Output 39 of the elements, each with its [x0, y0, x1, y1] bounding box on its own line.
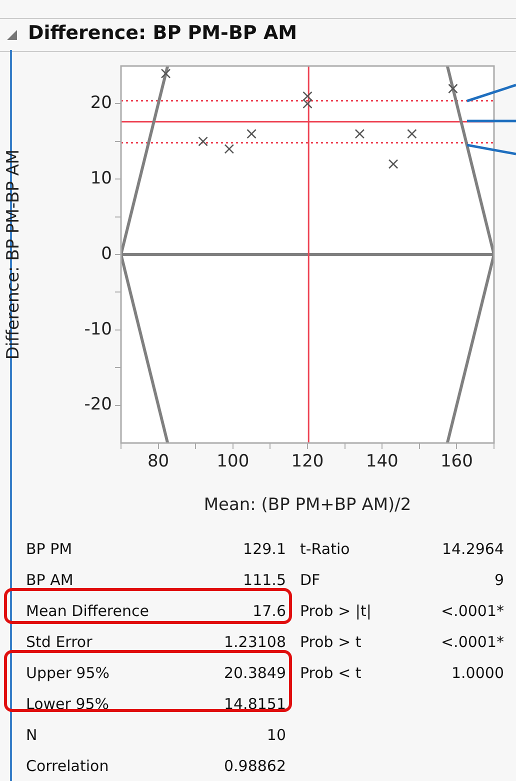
y-tick-label: 20 — [90, 93, 112, 114]
text: Correlation — [26, 756, 110, 777]
text: <.0001* — [440, 601, 504, 622]
text: 20.3849 — [222, 663, 286, 684]
text: 129.1 — [242, 539, 286, 560]
text: 111.5 — [242, 570, 286, 591]
text: 9 — [493, 570, 504, 591]
text: Std Error — [26, 632, 94, 653]
text: 1.23108 — [222, 632, 286, 653]
text: Prob > |t| — [300, 601, 372, 622]
text: Prob > t — [300, 632, 362, 653]
x-tick-label: 120 — [291, 452, 324, 472]
y-tick-label: 0 — [101, 244, 112, 264]
text: Prob < t — [300, 663, 362, 684]
text: 14.2964 — [440, 539, 504, 560]
text: DF — [300, 570, 322, 591]
text: N — [26, 725, 38, 746]
y-tick-label: -10 — [84, 319, 112, 340]
y-tick-label: 10 — [90, 168, 112, 189]
text: 17.6 — [252, 601, 286, 622]
text: Upper 95% — [26, 663, 111, 684]
text: BP AM — [26, 570, 74, 591]
x-axis-title: Mean: (BP PM+BP AM)/2 — [204, 495, 412, 516]
y-tick-label: -20 — [84, 394, 112, 415]
text: 14.8151 — [222, 694, 286, 715]
text: <.0001* — [440, 632, 504, 653]
x-tick-label: 160 — [440, 452, 473, 472]
text: t-Ratio — [300, 539, 351, 560]
y-axis-title: Difference: BP PM-BP AM — [4, 149, 24, 360]
chart-title: Difference: BP PM-BP AM — [28, 22, 298, 44]
x-tick-label: 100 — [216, 452, 250, 472]
x-tick-label: 140 — [366, 452, 398, 472]
text: 1.0000 — [450, 663, 504, 684]
text: 0.98862 — [222, 756, 286, 777]
text: BP PM — [26, 539, 74, 560]
text: Lower 95% — [26, 694, 110, 715]
text: Mean Difference — [26, 601, 150, 622]
text: 10 — [266, 725, 286, 746]
x-tick-label: 80 — [147, 452, 170, 472]
